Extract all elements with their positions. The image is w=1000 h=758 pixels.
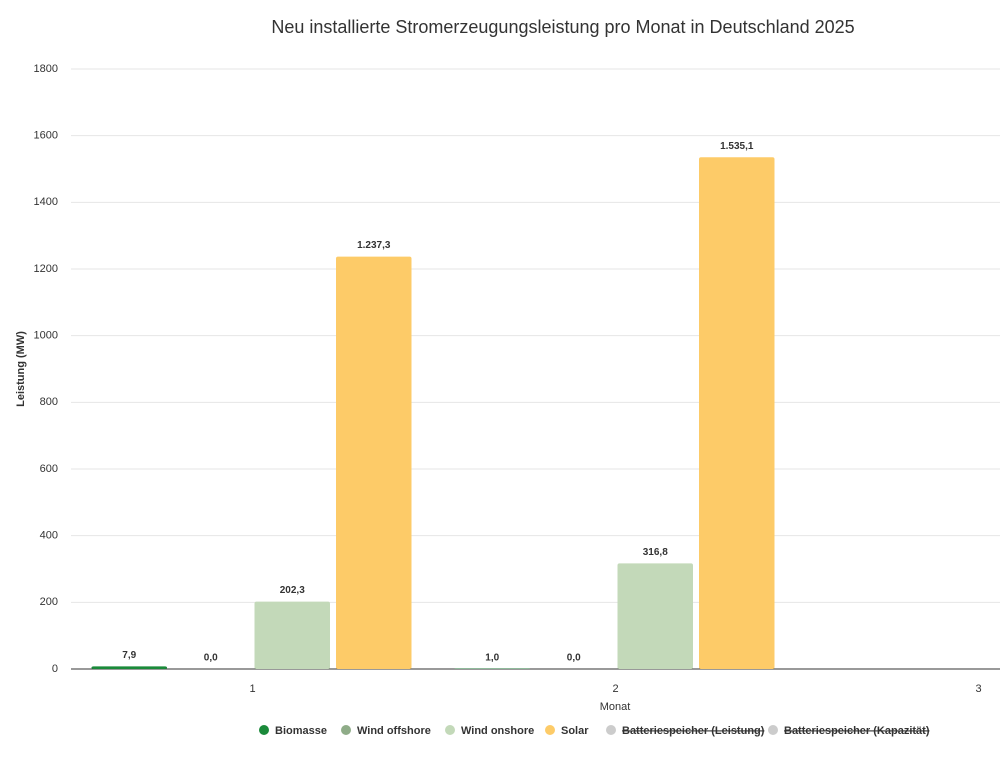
legend-marker[interactable]: [768, 725, 778, 735]
legend-label[interactable]: Solar: [561, 725, 589, 737]
legend-marker[interactable]: [259, 725, 269, 735]
y-tick-label: 1800: [34, 63, 58, 75]
y-axis-label: Leistung (MW): [15, 331, 27, 407]
value-label: 0,0: [204, 653, 218, 664]
value-label: 7,9: [122, 650, 136, 661]
legend-label[interactable]: Wind offshore: [357, 725, 431, 737]
y-tick-label: 1200: [34, 263, 58, 275]
value-label: 0,0: [567, 653, 581, 664]
value-label: 202,3: [280, 585, 305, 596]
bar: [254, 601, 330, 669]
value-label: 316,8: [643, 547, 668, 558]
y-tick-label: 1000: [34, 330, 58, 342]
y-tick-label: 400: [40, 530, 58, 542]
value-label: 1.535,1: [720, 141, 754, 152]
y-tick-label: 200: [40, 596, 58, 608]
bar: [91, 666, 167, 669]
y-tick-label: 1600: [34, 130, 58, 142]
value-label: 1,0: [485, 652, 499, 663]
legend-label[interactable]: Batteriespeicher (Kapazität): [784, 725, 930, 737]
legend-marker[interactable]: [545, 725, 555, 735]
y-tick-label: 600: [40, 463, 58, 475]
value-label: 1.237,3: [357, 240, 391, 251]
y-tick-label: 1400: [34, 196, 58, 208]
legend-marker[interactable]: [445, 725, 455, 735]
chart-title: Neu installierte Stromerzeugungsleistung…: [271, 17, 854, 37]
legend-marker[interactable]: [341, 725, 351, 735]
y-tick-label: 800: [40, 396, 58, 408]
x-axis-label: Monat: [600, 701, 631, 713]
legend-marker[interactable]: [606, 725, 616, 735]
bar: [617, 563, 693, 669]
legend-label[interactable]: Batteriespeicher (Leistung): [622, 725, 765, 737]
bar: [699, 157, 775, 670]
x-tick-label: 3: [975, 683, 981, 695]
legend-label[interactable]: Wind onshore: [461, 725, 534, 737]
x-tick-label: 1: [249, 683, 255, 695]
y-tick-label: 0: [52, 663, 58, 675]
bar: [336, 256, 412, 669]
x-tick-label: 2: [612, 683, 618, 695]
legend-label[interactable]: Biomasse: [275, 725, 327, 737]
